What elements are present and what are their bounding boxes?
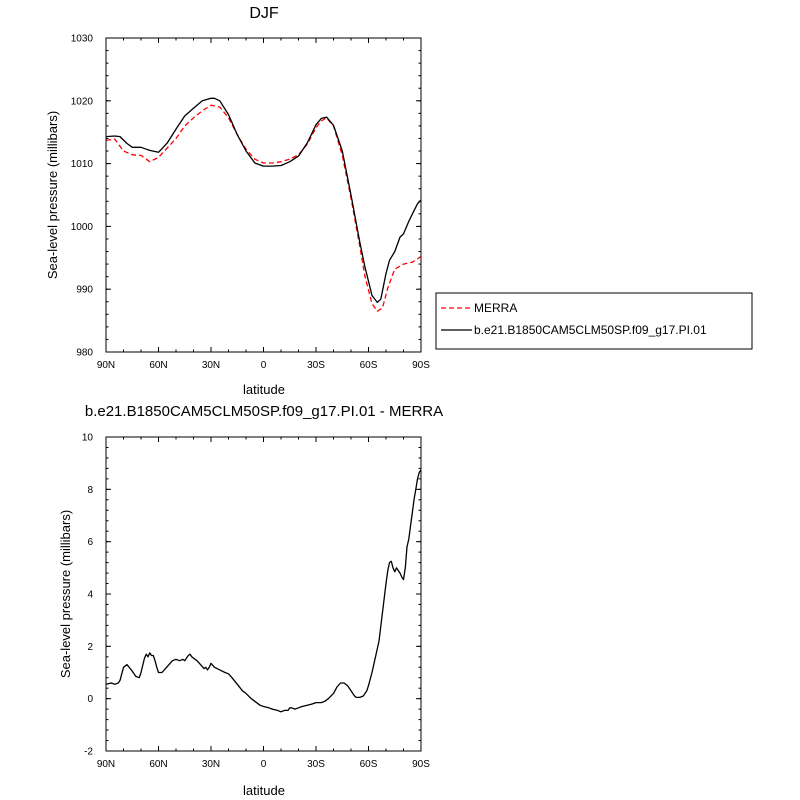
top-x-tick-label: 30S bbox=[307, 360, 325, 371]
top-y-tick-label: 1030 bbox=[71, 34, 94, 45]
bottom-y-tick-label: -2 bbox=[84, 747, 93, 758]
bottom-y-tick-label: 2 bbox=[87, 642, 93, 653]
bottom-x-axis-label: latitude bbox=[243, 783, 285, 798]
bottom-x-tick-label: 60N bbox=[149, 759, 167, 770]
top-x-tick-label: 60S bbox=[360, 360, 378, 371]
top-y-tick-label: 980 bbox=[76, 348, 93, 359]
top-plot-frame bbox=[105, 37, 422, 353]
top-panel: DJF 90N 60N 30N 0 30S 60S 90S 980 990 1000 1010 102… bbox=[45, 5, 753, 397]
bottom-x-tick-label: 90N bbox=[97, 759, 115, 770]
bottom-panel-title: b.e21.B1850CAM5CLM50SP.f09_g17.PI.01 - M… bbox=[85, 403, 443, 420]
top-x-tick-label: 90N bbox=[97, 360, 115, 371]
top-y-tick-label: 1020 bbox=[71, 96, 94, 107]
top-x-tick-label: 60N bbox=[149, 360, 167, 371]
bottom-plot-area: 90N 60N 30N 0 30S 60S 90S -2 0 2 4 6 8 10 bbox=[82, 433, 430, 771]
bottom-y-tick-label: 10 bbox=[82, 433, 94, 444]
top-y-axis-label: Sea-level pressure (millibars) bbox=[45, 111, 60, 279]
bottom-y-axis-label: Sea-level pressure (millibars) bbox=[58, 510, 73, 678]
legend-label-merra: MERRA bbox=[474, 301, 517, 315]
top-plot-area: 90N 60N 30N 0 30S 60S 90S 980 990 1000 1010 1020 103… bbox=[71, 34, 430, 372]
top-x-tick-label: 90S bbox=[412, 360, 430, 371]
bottom-x-tick-label: 0 bbox=[261, 759, 267, 770]
legend: MERRA b.e21.B1850CAM5CLM50SP.f09_g17.PI.… bbox=[435, 292, 753, 350]
bottom-x-tick-label: 30S bbox=[307, 759, 325, 770]
legend-box bbox=[435, 292, 753, 350]
legend-label-model: b.e21.B1850CAM5CLM50SP.f09_g17.PI.01 bbox=[474, 323, 707, 337]
top-x-axis-label: latitude bbox=[243, 382, 285, 397]
bottom-y-tick-label: 0 bbox=[87, 694, 93, 705]
top-series-line-0 bbox=[105, 104, 422, 312]
top-series-line-1 bbox=[105, 97, 422, 304]
bottom-y-tick-label: 6 bbox=[87, 537, 93, 548]
top-y-tick-label: 1010 bbox=[71, 159, 94, 170]
top-x-tick-label: 30N bbox=[202, 360, 220, 371]
bottom-x-tick-label: 60S bbox=[360, 759, 378, 770]
bottom-panel: b.e21.B1850CAM5CLM50SP.f09_g17.PI.01 - M… bbox=[58, 403, 443, 798]
bottom-y-tick-label: 4 bbox=[87, 590, 93, 601]
top-panel-title: DJF bbox=[249, 5, 279, 22]
bottom-series-line-0 bbox=[105, 469, 422, 713]
bottom-x-tick-label: 90S bbox=[412, 759, 430, 770]
bottom-plot-frame bbox=[105, 436, 422, 752]
bottom-y-tick-label: 8 bbox=[87, 485, 93, 496]
top-x-tick-label: 0 bbox=[261, 360, 267, 371]
top-y-tick-label: 1000 bbox=[71, 222, 94, 233]
bottom-x-tick-label: 30N bbox=[202, 759, 220, 770]
top-y-tick-label: 990 bbox=[76, 285, 93, 296]
